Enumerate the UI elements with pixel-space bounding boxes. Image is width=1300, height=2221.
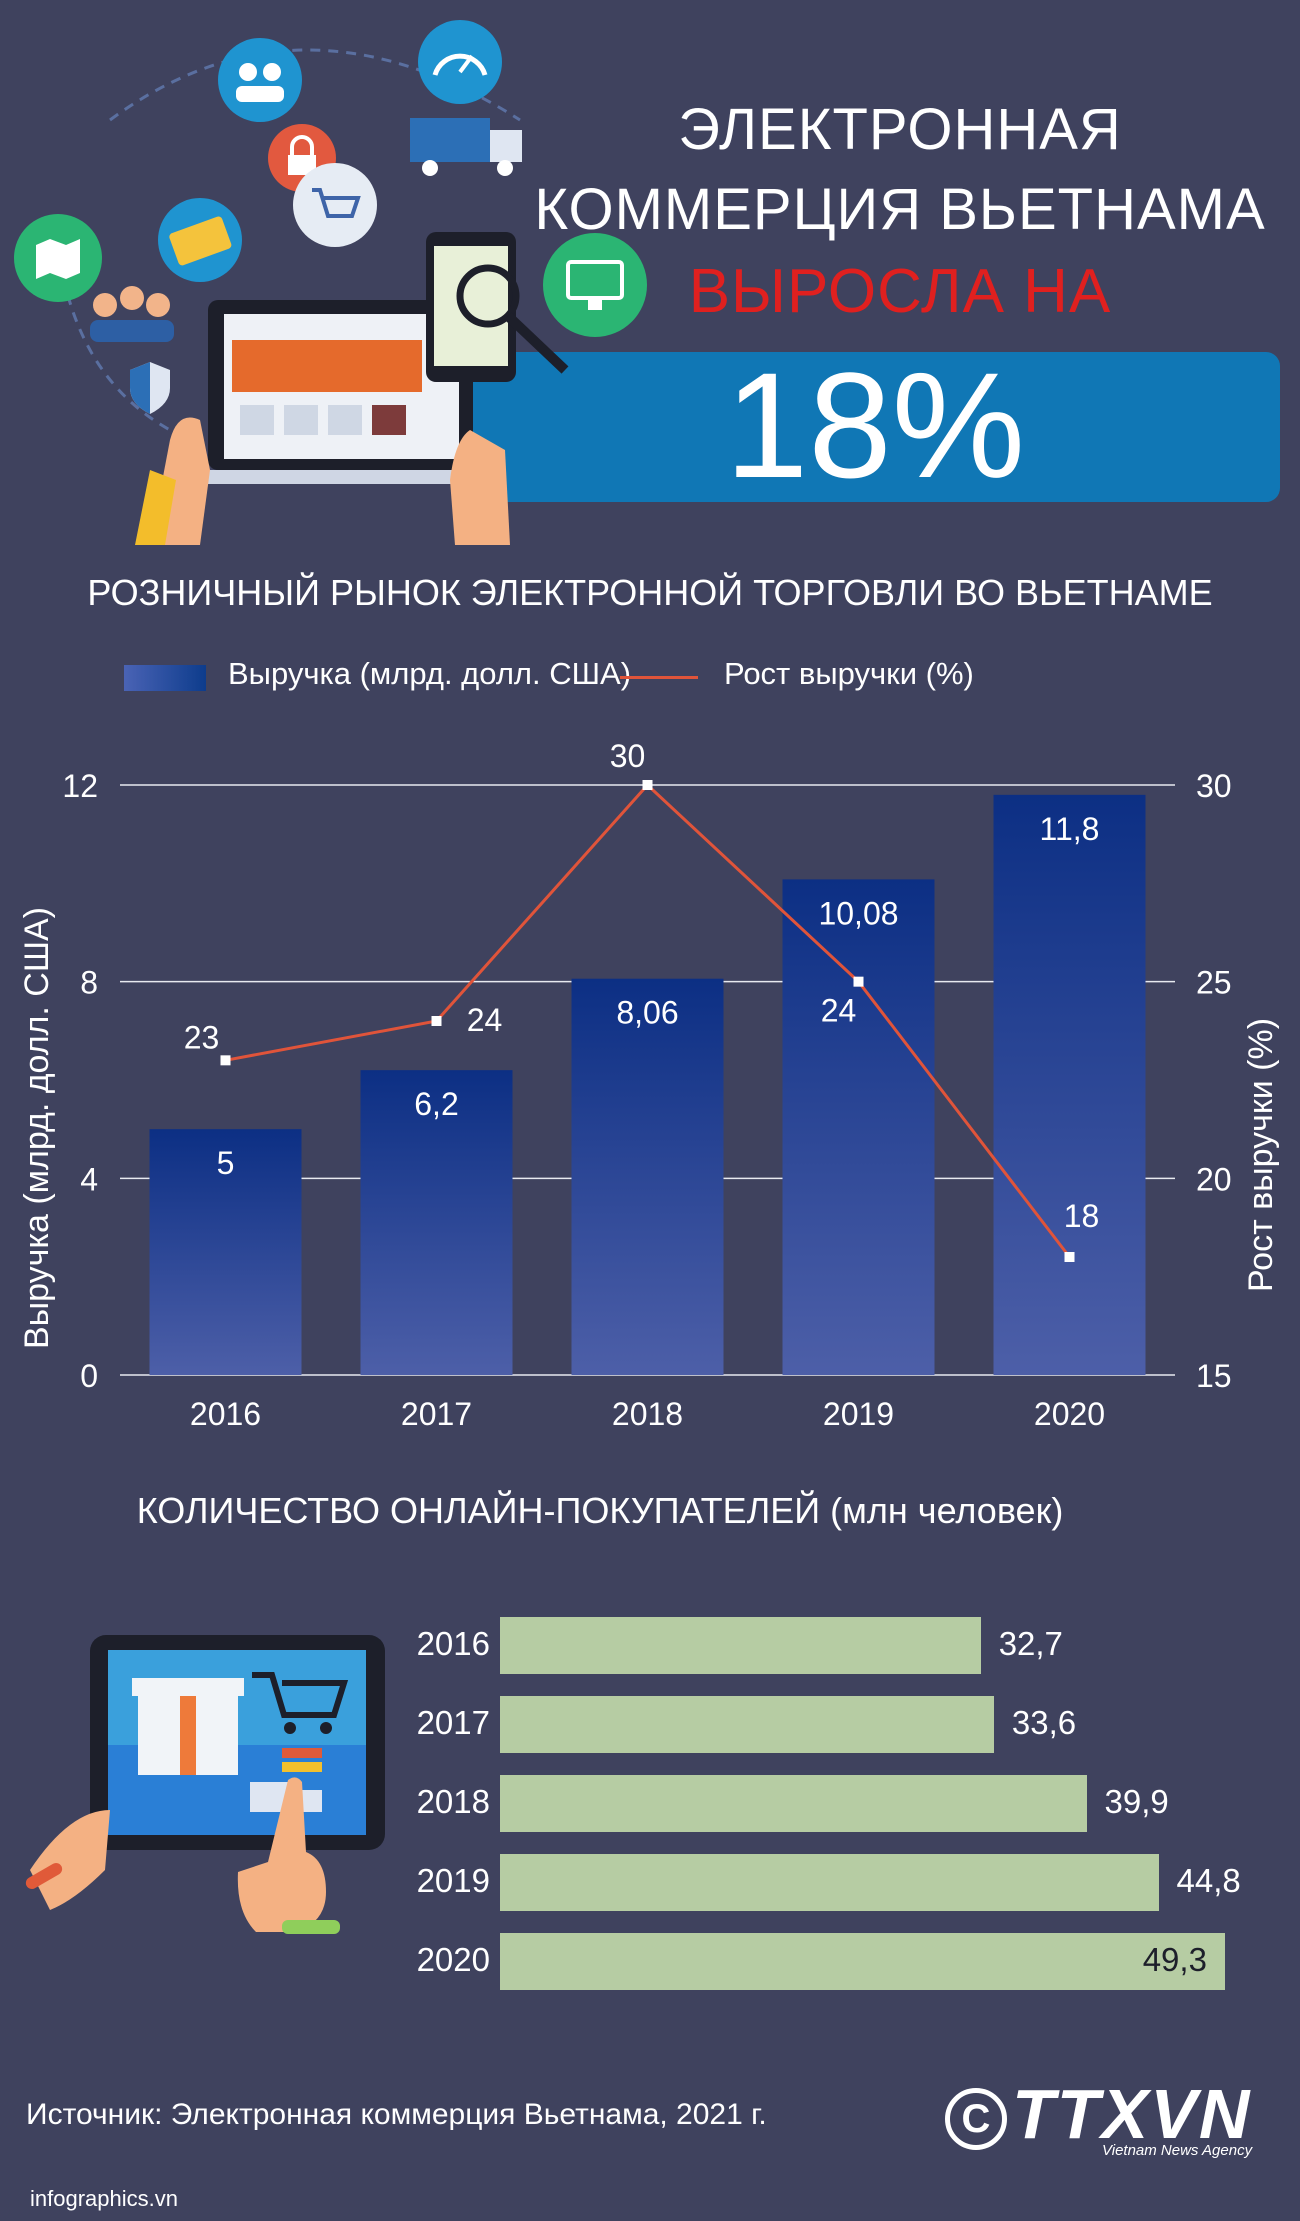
- highlight-banner: [470, 352, 1280, 502]
- shoppers-bar: [500, 1617, 981, 1674]
- x-tick-label: 2018: [612, 1396, 683, 1432]
- shoppers-year-label: 2016: [416, 1625, 490, 1662]
- revenue-bar: [360, 1070, 513, 1375]
- shopping-cart-icon: [252, 1672, 349, 1734]
- ttxvn-logo-subtitle: Vietnam News Agency: [1102, 2142, 1253, 2159]
- growth-percentage: 18%: [724, 341, 1026, 509]
- team-icon: [90, 286, 174, 342]
- ecommerce-illustration: [14, 20, 647, 545]
- map-icon: [14, 214, 102, 302]
- shoppers-bar: [500, 1933, 1225, 1990]
- legend-growth-label: Рост выручки (%): [724, 656, 974, 691]
- shoppers-bar: [500, 1854, 1159, 1911]
- x-tick-label: 2020: [1034, 1396, 1105, 1432]
- x-tick-label: 2016: [190, 1396, 261, 1432]
- delivery-truck-icon: [410, 118, 522, 176]
- growth-point-label: 18: [1064, 1198, 1100, 1234]
- revenue-bar-label: 10,08: [818, 895, 898, 931]
- shield-icon: [130, 362, 170, 414]
- growth-point: [431, 1016, 442, 1026]
- revenue-bar-label: 6,2: [414, 1086, 458, 1122]
- y-tick-right-label: 20: [1196, 1161, 1232, 1197]
- shoppers-year-label: 2017: [416, 1704, 490, 1741]
- growth-point: [853, 976, 864, 987]
- ttxvn-logo: TTXVN Vietnam News Agency: [1012, 2075, 1252, 2159]
- holding-hand-icon: [25, 1810, 110, 1910]
- growth-point: [1064, 1252, 1075, 1262]
- headline-line-3: ВЫРОСЛА НА: [688, 257, 1112, 326]
- site-credit: infographics.vn: [30, 2186, 178, 2211]
- growth-point: [220, 1055, 231, 1066]
- legend-revenue-label: Выручка (млрд. долл. США): [228, 656, 632, 691]
- shoppers-value-label: 44,8: [1176, 1862, 1241, 1899]
- shoppers-value-label: 33,6: [1011, 1704, 1077, 1741]
- y-axis-right-title: Рост выручки (%): [1242, 1018, 1280, 1292]
- x-tick-label: 2017: [401, 1396, 472, 1432]
- ttxvn-logo-text: TTXVN: [1012, 2075, 1252, 2153]
- shoppers-year-label: 2019: [416, 1862, 490, 1899]
- y-tick-right-label: 25: [1196, 965, 1232, 1001]
- revenue-growth-chart: 0 4 8 12 15 20 25 30 5 2016 6,2 2017 8,06 2018 10,08 20…: [18, 738, 1280, 1432]
- monitor-icon: [543, 233, 647, 337]
- shoppers-value-label: 39,9: [1104, 1783, 1169, 1820]
- gift-box-icon: [132, 1678, 244, 1775]
- legend-revenue-swatch: [124, 665, 206, 691]
- revenue-chart-title: РОЗНИЧНЫЙ РЫНОК ЭЛЕКТРОННОЙ ТОРГОВЛИ ВО …: [87, 572, 1213, 613]
- revenue-bar: [993, 794, 1146, 1375]
- y-axis-left-title: Выручка (млрд. долл. США): [18, 907, 56, 1349]
- shoppers-bar: [500, 1696, 994, 1753]
- legend-growth-swatch: [620, 676, 698, 679]
- credit-card-icon: [158, 198, 242, 282]
- y-tick-right-label: 30: [1196, 768, 1232, 804]
- revenue-bar-label: 8,06: [616, 995, 678, 1031]
- speedometer-icon: [418, 20, 502, 104]
- x-tick-label: 2019: [823, 1396, 894, 1432]
- laptop-icon: [190, 300, 490, 484]
- cart-icon: [293, 163, 377, 247]
- shoppers-year-label: 2020: [416, 1941, 490, 1978]
- y-tick-left-label: 4: [80, 1161, 98, 1197]
- growth-point-label: 30: [610, 738, 646, 774]
- shoppers-value-label: 49,3: [1142, 1941, 1207, 1978]
- revenue-bar: [571, 978, 724, 1375]
- y-tick-left-label: 8: [80, 965, 98, 1001]
- y-tick-left-label: 12: [62, 768, 98, 804]
- y-tick-right-label: 15: [1196, 1358, 1232, 1394]
- headline-line-2: КОММЕРЦИЯ ВЬЕТНАМА: [534, 177, 1266, 242]
- copyright-icon: C: [945, 2088, 1007, 2150]
- growth-point-label: 23: [184, 1019, 220, 1055]
- shoppers-bar: [500, 1775, 1087, 1832]
- source-note: Источник: Электронная коммерция Вьетнама…: [26, 2098, 767, 2131]
- shoppers-value-label: 32,7: [998, 1625, 1063, 1662]
- revenue-bar-label: 5: [217, 1145, 235, 1181]
- hands-icon: [135, 417, 510, 545]
- revenue-bar: [782, 879, 935, 1375]
- revenue-bar-label: 11,8: [1040, 811, 1100, 847]
- growth-point-label: 24: [821, 993, 857, 1029]
- revenue-bar: [149, 1129, 302, 1375]
- headline-line-1: ЭЛЕКТРОННАЯ: [678, 97, 1122, 162]
- shoppers-year-label: 2018: [416, 1783, 490, 1820]
- shoppers-chart-title: КОЛИЧЕСТВО ОНЛАЙН-ПОКУПАТЕЛЕЙ (млн челов…: [136, 1490, 1064, 1531]
- users-icon: [218, 38, 302, 122]
- y-tick-left-label: 0: [80, 1358, 98, 1394]
- pointing-hand-icon: [237, 1777, 340, 1934]
- growth-point: [642, 780, 653, 790]
- growth-point-label: 24: [467, 1002, 503, 1038]
- smartphone-icon: [426, 232, 569, 382]
- tablet-shopping-illustration: [25, 1635, 385, 1934]
